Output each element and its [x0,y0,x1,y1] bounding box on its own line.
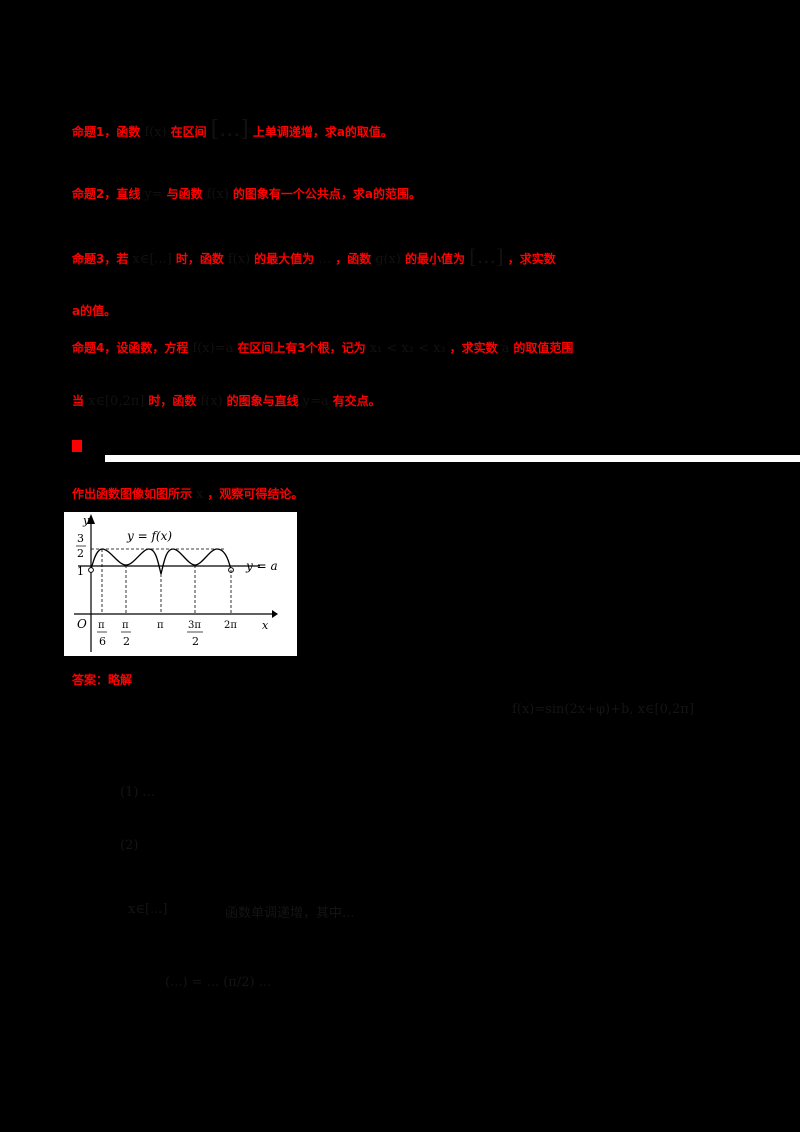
problem-3-t5: ，求实数 [507,252,556,266]
problem-4-t1: ，方程 [152,341,189,355]
problem-4-roots: x₁ < x₂ < x₃ [369,341,446,356]
y-tick-3-2-num: 3 [77,532,84,545]
solution-intro-x: x [196,487,204,502]
x-tick-pi-6-num: π [98,620,105,631]
x-tick-2pi: 2π [224,620,237,631]
function-label: y = f(x) [126,529,172,543]
graph-svg: y = f(x) y = a x y O 3 2 1 π 6 π 2 π 3π … [74,514,278,652]
x-axis-label: x [262,619,269,632]
problem-2-mid: 与函数 [166,187,203,201]
problem-4-t4: ，求实数 [449,341,498,355]
problem-3-continued: a的值。 [72,303,116,319]
divider-bar [105,455,800,462]
x-tick-3pi-2-den: 2 [192,635,199,648]
problem-3-t3: ，函数 [335,252,372,266]
solution-intro-suffix: ，观察可得结论。 [207,487,304,501]
problem-3-max: … [318,252,332,267]
problem-2-fx: f(x) [206,187,229,202]
problem-5-t1: 时，函数 [148,394,197,408]
answer-line: 答案：略解 [72,672,132,688]
problem-5-t2: 的图象与直线 [226,394,299,408]
problem-2-math: y= [144,187,163,202]
y-axis-label: y [82,514,90,527]
math-step-1: (1) ... [120,785,155,800]
problem-3-domain: x∈[...] [132,252,172,267]
x-tick-3pi-2-num: 3π [188,620,201,631]
solution-intro: 作出函数图像如图所示 x ，观察可得结论。 [72,486,303,503]
x-axis-arrow-icon [272,610,278,618]
problem-2-suffix: 的图象有一个公共点，求a的范围。 [232,187,422,201]
problem-2: 命题2，直线 y= 与函数 f(x) 的图象有一个公共点，求a的范围。 [72,186,421,203]
problem-4-eq: f(x)=a [192,341,234,356]
answer-label: 答案： [72,673,109,687]
math-right-expression: f(x)=sin(2x+φ)+b, x∈[0,2π] [512,702,694,717]
origin-label: O [77,617,87,631]
problem-3-prefix: 命题3，若 [72,252,129,266]
problem-3-fx: f(x) [227,252,251,267]
redaction-marker [72,440,82,452]
x-tick-pi: π [157,620,164,631]
problem-4: 命题4，设函数，方程 f(x)=a 在区间上有3个根，记为 x₁ < x₂ < x₃，… [72,340,573,357]
problem-3-gx: g(x) [375,252,401,267]
math-step-4: (...) = ... (π/2) ... [165,975,272,990]
problem-3-min: [...] [469,244,504,268]
problem-4-t5: 的取值范围 [513,341,574,355]
problem-3: 命题3，若 x∈[...] 时，函数 f(x) 的最大值为… ，函数 g(x) 的最小值为 [.… [72,246,556,268]
problem-4-prefix: 命题4，设函数 [72,341,153,355]
math-step-3: x∈[...] [128,902,168,917]
problem-1-mid: 在区间 [170,125,207,139]
math-step-3-tail: 函数单调递增，其中... [225,906,355,921]
problem-1-suffix: 上单调递增，求a的取值。 [252,125,393,139]
problem-5-prefix: 当 [72,394,85,408]
problem-1-prefix: 命题1，函数 [72,125,141,139]
problem-5: 当 x∈[0,2π] 时，函数 f(x) 的图象与直线 y=a 有交点。 [72,393,381,410]
math-step-2: (2) [120,838,139,853]
line-a-label: y = a [245,559,278,573]
problem-4-t3: 记为 [341,341,366,355]
problem-4-a: a [501,341,510,356]
y-tick-3-2-den: 2 [77,547,84,560]
problem-2-prefix: 命题2，直线 [72,187,141,201]
problem-1-math: f(x) [144,125,167,140]
y-axis-arrow-icon [87,514,95,524]
problem-5-t3: 有交点。 [332,394,381,408]
x-tick-pi-6-den: 6 [99,635,106,648]
problem-5-fx: f(x) [200,394,223,409]
problem-1: 命题1，函数 f(x) 在区间 [...] 上单调递增，求a的取值。 [72,119,393,141]
problem-1-interval: [...] [210,117,249,142]
problem-5-ya: y=a [302,394,329,409]
answer-text: 略解 [108,673,133,687]
problem-3-cont-text: a的值。 [72,304,117,318]
solution-intro-prefix: 作出函数图像如图所示 [72,487,193,501]
problem-4-t2: 在区间上有3个根， [237,341,342,355]
open-point-start [88,567,94,573]
y-tick-1: 1 [77,565,84,578]
curve-f-x [90,548,232,575]
problem-3-t1: 时，函数 [175,252,224,266]
x-tick-pi-2-num: π [122,620,129,631]
function-graph: y = f(x) y = a x y O 3 2 1 π 6 π 2 π 3π … [64,512,297,656]
problem-5-domain: x∈[0,2π] [88,394,145,409]
x-tick-pi-2-den: 2 [123,635,130,648]
problem-3-t4: 的最小值为 [405,252,466,266]
problem-3-t2: 的最大值为 [254,252,315,266]
